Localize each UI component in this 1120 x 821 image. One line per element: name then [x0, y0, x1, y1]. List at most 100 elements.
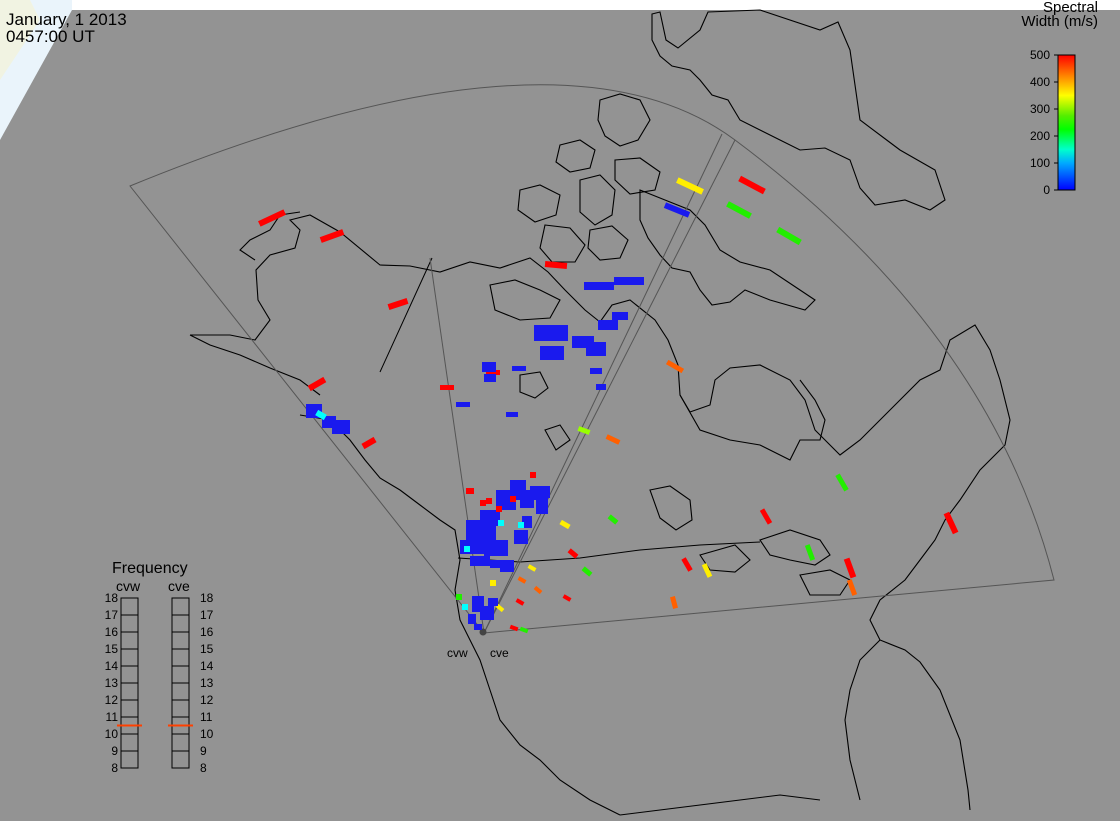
echo-cell — [509, 624, 519, 632]
frequency-scale-label: 12 — [200, 693, 214, 707]
frequency-scale-label: 11 — [200, 710, 213, 724]
frequency-scale-label: 14 — [104, 659, 118, 673]
echo-cell — [456, 402, 470, 407]
echo-cell — [663, 202, 691, 218]
echo-cell — [540, 486, 550, 498]
frequency-title: Frequency — [112, 560, 188, 577]
frequency-scale-label: 17 — [200, 608, 214, 622]
echo-cell — [527, 564, 537, 572]
echo-cell — [518, 522, 524, 528]
top-band — [72, 0, 1120, 10]
echo-cell — [530, 472, 536, 478]
echo-cell — [486, 370, 500, 375]
colorbar — [1057, 54, 1076, 191]
site-label-cvw: cvw — [447, 646, 468, 660]
top-left-land-area — [0, 0, 40, 80]
echo-cell — [315, 409, 327, 421]
echo-cell — [387, 298, 409, 310]
frequency-scale-label: 10 — [104, 727, 118, 741]
echo-cell — [536, 498, 548, 514]
frequency-scale-label: 12 — [104, 693, 118, 707]
echo-cell — [804, 544, 816, 561]
frequency-scale-label: 11 — [105, 710, 118, 724]
echo-cell — [544, 261, 568, 269]
radar-fov — [129, 84, 1055, 634]
echo-cell — [534, 325, 568, 341]
frequency-scale-label: 18 — [104, 591, 118, 605]
echo-cell — [332, 420, 350, 434]
echo-cell — [540, 346, 564, 360]
echo-cell — [726, 201, 752, 219]
echo-cell — [759, 508, 773, 525]
echo-cell — [607, 514, 619, 525]
echo-cell — [665, 359, 685, 374]
echo-cell — [490, 580, 496, 586]
echo-cell — [482, 362, 496, 372]
frequency-scale-label: 18 — [200, 591, 214, 605]
echo-cell — [581, 566, 593, 577]
frequency-scale-label: 8 — [200, 761, 207, 775]
echo-cell — [776, 226, 802, 246]
echo-cell — [590, 368, 602, 374]
echo-cell — [515, 598, 525, 606]
echo-cell — [307, 376, 327, 392]
echo-cell — [484, 540, 508, 556]
colorbar-title-line1: Spectral — [1042, 0, 1098, 16]
colorbar-tick: 300 — [1029, 102, 1050, 116]
echo-cell — [496, 506, 502, 512]
echo-cell — [533, 585, 543, 595]
echo-cell — [464, 546, 470, 552]
echo-cell — [488, 598, 498, 606]
echo-cell — [514, 530, 528, 544]
frequency-scale-label: 16 — [200, 625, 214, 639]
colorbar-tick: 500 — [1029, 48, 1050, 62]
echo-cell — [738, 175, 766, 195]
frequency-radar-cve: cve — [168, 578, 190, 594]
colorbar-tick: 400 — [1029, 75, 1050, 89]
echo-cell — [512, 366, 526, 371]
echo-cell — [466, 488, 474, 494]
echo-cell — [490, 560, 500, 568]
echo-cell — [480, 500, 486, 506]
echo-cell — [577, 426, 591, 435]
echo-cell — [584, 282, 614, 290]
echo-cell — [361, 436, 377, 450]
echo-cell — [258, 209, 286, 227]
echo-cell — [480, 606, 494, 620]
echo-cell — [614, 277, 644, 285]
echo-cell — [598, 320, 618, 330]
frequency-scale-label: 13 — [200, 676, 214, 690]
spectral-width-scatter — [258, 175, 959, 634]
frequency-scale-label: 9 — [111, 744, 118, 758]
frequency-scale-label: 16 — [104, 625, 118, 639]
coastlines — [189, 9, 1011, 816]
echo-cell — [596, 384, 606, 390]
frequency-scale-label: 14 — [200, 659, 214, 673]
echo-cell — [670, 596, 678, 609]
echo-cell — [846, 579, 858, 596]
echo-cell — [943, 511, 959, 535]
echo-cell — [462, 604, 468, 610]
echo-cell — [676, 177, 704, 195]
date-label: January, 1 2013 — [6, 10, 127, 29]
colorbar-tick: 200 — [1029, 129, 1050, 143]
echo-cell — [484, 374, 496, 382]
echo-cell — [835, 473, 849, 492]
echo-cell — [510, 496, 516, 502]
frequency-columns — [120, 597, 190, 769]
frequency-scale-label: 15 — [200, 642, 214, 656]
echo-cell — [498, 520, 504, 526]
frequency-radar-cvw: cvw — [116, 578, 141, 594]
colorbar-tick: 0 — [1043, 183, 1050, 197]
colorbar-ticks — [1054, 54, 1058, 191]
echo-cell — [522, 516, 532, 528]
echo-cell — [517, 576, 527, 584]
echo-cell — [486, 498, 492, 504]
colorbar-title-line2: Width (m/s) — [1021, 13, 1098, 30]
echo-cell — [474, 624, 482, 630]
echo-cell — [559, 519, 571, 530]
echo-cell — [470, 556, 490, 566]
site-label-cve: cve — [490, 646, 509, 660]
echo-cell — [612, 312, 628, 320]
